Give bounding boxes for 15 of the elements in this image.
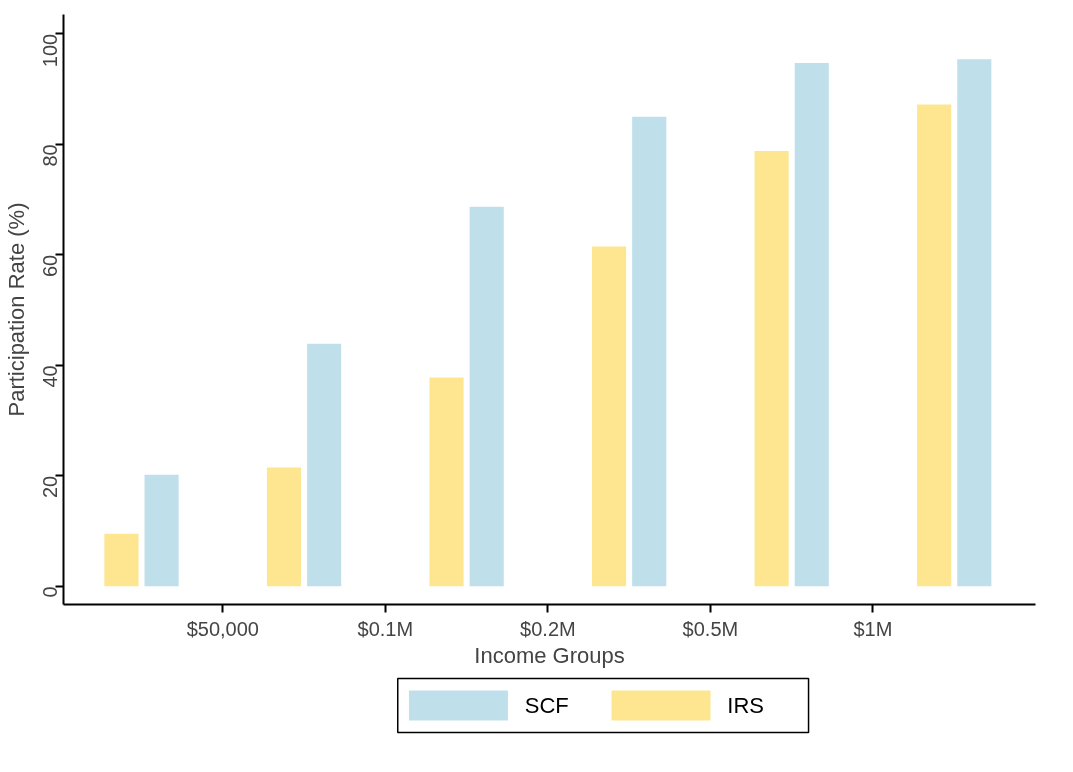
y-tick-label: 20 [39,475,62,499]
y-tick-label: 0 [39,586,62,598]
y-axis-title: Participation Rate (%) [3,202,29,417]
legend-label: SCF [524,693,569,718]
y-tick-label: 60 [39,254,62,278]
y-tick-label: 80 [39,144,62,167]
y-tick-label: 40 [39,365,62,388]
x-axis-title: Income Groups [474,642,625,668]
x-tick-label: $0.5M [682,617,739,640]
x-tick-label: $1M [853,617,893,640]
y-tick-label: 100 [39,33,62,68]
x-tick-label: $50,000 [186,617,259,640]
legend-label: IRS [727,693,765,718]
x-tick-label: $0.1M [357,617,414,640]
x-tick-label: $0.2M [520,617,576,640]
